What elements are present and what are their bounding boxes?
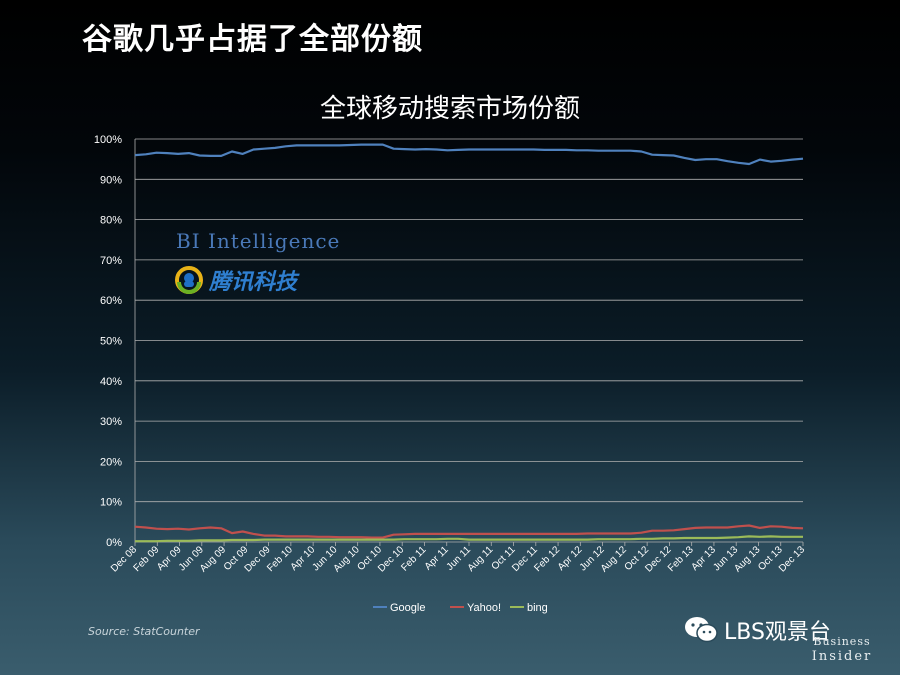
y-tick-label: 100% — [94, 134, 122, 146]
chart-gridlines — [134, 138, 804, 546]
y-tick-label: 20% — [100, 456, 122, 468]
x-tick-label: Aug 10 — [332, 544, 362, 574]
y-tick-label: 80% — [100, 215, 122, 227]
slide-title: 谷歌几乎占据了全部份额 — [82, 22, 423, 57]
y-axis-tick-labels: 0% 10% 20% 30% 40% 50% 60% 70% 80% 90% 100% — [94, 134, 122, 549]
x-tick-label: Feb 11 — [399, 544, 429, 574]
legend-label: Google — [390, 602, 425, 614]
wechat-account-watermark: LBS观景台 — [684, 614, 831, 646]
x-tick-label: Aug 13 — [732, 544, 762, 574]
bi-intelligence-watermark: BI Intelligence — [176, 229, 341, 253]
series-line-yahoo — [134, 524, 804, 539]
y-tick-label: 50% — [100, 336, 122, 348]
wechat-account-name: LBS观景台 — [724, 620, 831, 645]
x-tick-label: Feb 10 — [265, 544, 295, 574]
y-tick-label: 40% — [100, 376, 122, 388]
legend-label: bing — [527, 602, 548, 614]
tencent-tech-watermark: 腾讯科技 — [175, 264, 297, 296]
tencent-tech-label: 腾讯科技 — [209, 270, 298, 295]
x-tick-label: Dec 13 — [777, 544, 807, 574]
legend-label: Yahoo! — [467, 602, 501, 614]
x-tick-label: Feb 13 — [666, 544, 696, 574]
source-note: Source: StatCounter — [88, 625, 200, 638]
business-insider-logo: Business Insider — [807, 634, 877, 664]
series-line-bing — [135, 535, 803, 543]
series-line-google — [134, 143, 804, 166]
wechat-icon — [685, 617, 718, 643]
x-tick-label: Feb 09 — [132, 544, 162, 574]
y-tick-label: 90% — [100, 174, 122, 186]
chart-title: 全球移动搜索市场份额 — [319, 94, 580, 124]
chart-series — [134, 143, 804, 543]
y-tick-label: 0% — [106, 537, 122, 549]
publisher-line-2: Insider — [811, 649, 873, 664]
tencent-logo-icon — [175, 266, 203, 294]
publisher-line-1: Business — [813, 635, 871, 648]
y-tick-label: 60% — [100, 295, 122, 307]
x-tick-label: Aug 11 — [466, 544, 496, 574]
y-tick-label: 30% — [100, 416, 122, 428]
y-tick-label: 10% — [100, 497, 122, 509]
x-tick-label: Feb 12 — [532, 544, 562, 574]
x-tick-label: Aug 09 — [198, 544, 228, 574]
chart-legend: Google Yahoo! bing — [373, 602, 548, 614]
y-tick-label: 70% — [100, 255, 122, 267]
x-tick-label: Aug 12 — [599, 544, 629, 574]
